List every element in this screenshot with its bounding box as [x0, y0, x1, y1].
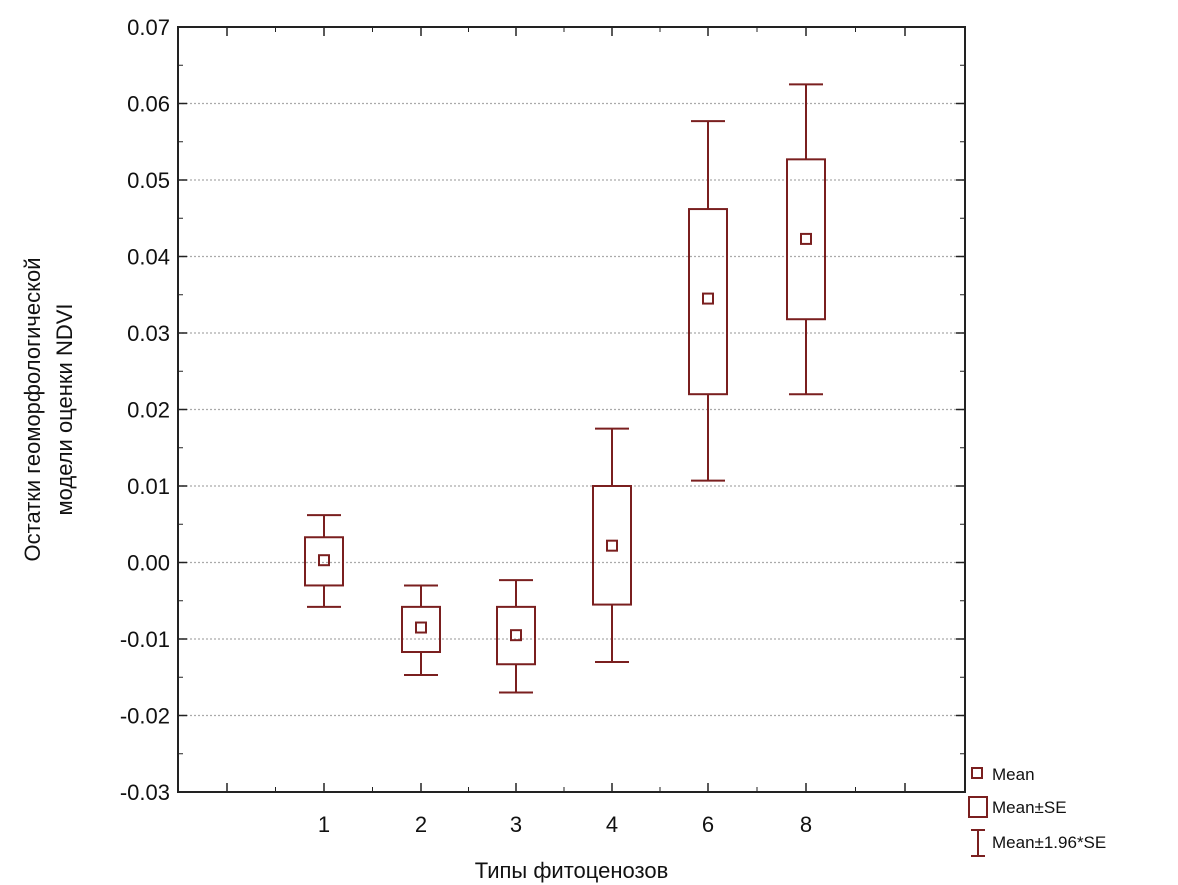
y-axis-title-line-2: модели оценки NDVI	[52, 303, 77, 515]
mean-marker	[318, 554, 330, 567]
y-tick-label: 0.03	[127, 321, 170, 346]
x-tick-label: 4	[606, 812, 618, 837]
box-group-6	[688, 120, 728, 482]
legend-mean-label: Mean	[992, 765, 1035, 784]
legend: Mean Mean±SE Mean±1.96*SE	[968, 765, 1106, 857]
legend-ci-marker	[971, 829, 985, 857]
x-axis: 1 2 3 4 6 8	[226, 27, 906, 837]
y-tick-label: 0.04	[127, 245, 170, 270]
x-tick-label: 2	[415, 812, 427, 837]
x-tick-label: 8	[800, 812, 812, 837]
se-box	[592, 485, 632, 606]
y-tick-label: 0.02	[127, 398, 170, 423]
y-tick-label: 0.05	[127, 168, 170, 193]
se-box	[304, 536, 344, 587]
legend-mean-marker	[971, 767, 983, 779]
y-tick-label: -0.03	[120, 780, 170, 805]
y-axis: 0.07 0.06 0.05 0.04 0.03 0.02 0.01 0.00 -0.01 -0.…	[120, 15, 965, 805]
se-box	[401, 605, 441, 654]
legend-se-marker	[968, 796, 988, 818]
mean-marker	[415, 621, 427, 634]
se-box	[786, 158, 826, 321]
y-tick-label: -0.02	[120, 704, 170, 729]
legend-se-label: Mean±SE	[992, 798, 1067, 817]
box-group-1	[304, 514, 344, 608]
y-tick-label: 0.06	[127, 92, 170, 117]
box-group-8	[786, 83, 826, 396]
y-tick-label: 0.01	[127, 474, 170, 499]
mean-marker	[800, 232, 812, 245]
x-tick-label: 6	[702, 812, 714, 837]
box-group-2	[401, 584, 441, 676]
y-tick-label: 0.07	[127, 15, 170, 40]
x-axis-title: Типы фитоценозов	[475, 858, 669, 883]
x-tick-label: 3	[510, 812, 522, 837]
y-tick-label: -0.01	[120, 627, 170, 652]
box-series	[304, 83, 826, 694]
mean-marker	[510, 629, 522, 642]
y-tick-label: 0.00	[127, 551, 170, 576]
x-tick-label: 1	[318, 812, 330, 837]
se-box	[496, 605, 536, 666]
y-axis-title: Остатки геоморфологической модели оценки…	[20, 258, 77, 562]
y-axis-title-line-1: Остатки геоморфологической	[20, 258, 45, 562]
mean-marker	[702, 292, 714, 305]
box-group-4	[592, 427, 632, 663]
grid-lines	[178, 102, 965, 717]
legend-ci-label: Mean±1.96*SE	[992, 833, 1106, 852]
box-group-3	[496, 579, 536, 694]
se-box	[688, 208, 728, 396]
mean-marker	[606, 539, 618, 552]
